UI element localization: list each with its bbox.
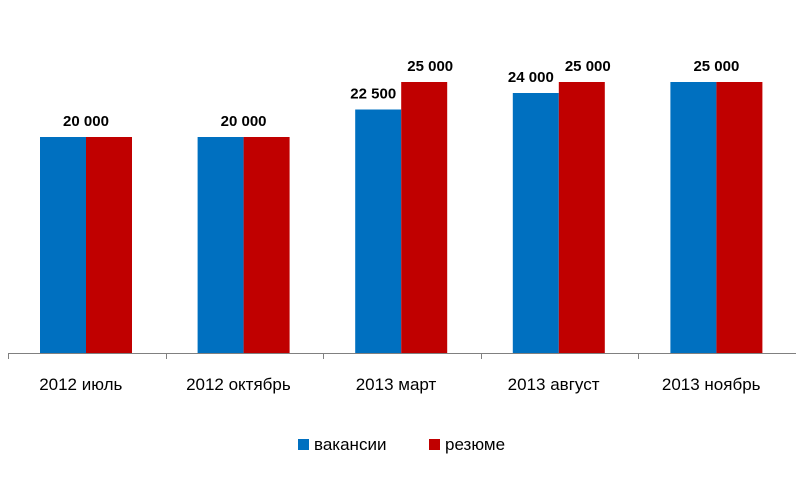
x-tick-label-2: 2013 март — [356, 375, 437, 394]
x-tick-label-1: 2012 октябрь — [186, 375, 291, 394]
legend-label-1: резюме — [445, 435, 505, 454]
legend: вакансии резюме — [298, 435, 505, 454]
bars-layer — [40, 82, 763, 353]
bar-resumes-1 — [243, 137, 290, 353]
data-label-vacancies-3: 24 000 — [508, 69, 554, 86]
data-labels-layer: 20 000 20 000 22 500 25 000 24 000 25 000 25 0… — [63, 58, 739, 130]
bar-vacancies-0 — [40, 137, 86, 353]
data-label-resumes-2: 25 000 — [407, 58, 453, 75]
data-label-resumes-0: 20 000 — [63, 113, 109, 130]
x-axis: 2012 июль 2012 октябрь 2013 март 2013 авгус… — [8, 353, 796, 394]
bar-vacancies-2 — [355, 109, 402, 353]
data-label-resumes-1: 20 000 — [221, 113, 267, 130]
data-label-resumes-3: 25 000 — [565, 58, 611, 75]
data-label-resumes-4: 25 000 — [693, 58, 739, 75]
bar-resumes-2 — [401, 82, 448, 353]
bar-resumes-3 — [558, 82, 605, 353]
data-label-vacancies-2: 22 500 — [350, 86, 396, 103]
bar-vacancies-1 — [197, 137, 244, 353]
bar-vacancies-4 — [670, 82, 717, 353]
bar-vacancies-3 — [512, 93, 559, 353]
x-tick-label-4: 2013 ноябрь — [662, 375, 761, 394]
bar-resumes-4 — [716, 82, 763, 353]
legend-swatch-1 — [429, 439, 440, 450]
legend-label-0: вакансии — [314, 435, 386, 454]
x-tick-label-0: 2012 июль — [39, 375, 122, 394]
bar-resumes-0 — [86, 137, 132, 353]
legend-swatch-0 — [298, 439, 309, 450]
x-tick-label-3: 2013 август — [508, 375, 600, 394]
